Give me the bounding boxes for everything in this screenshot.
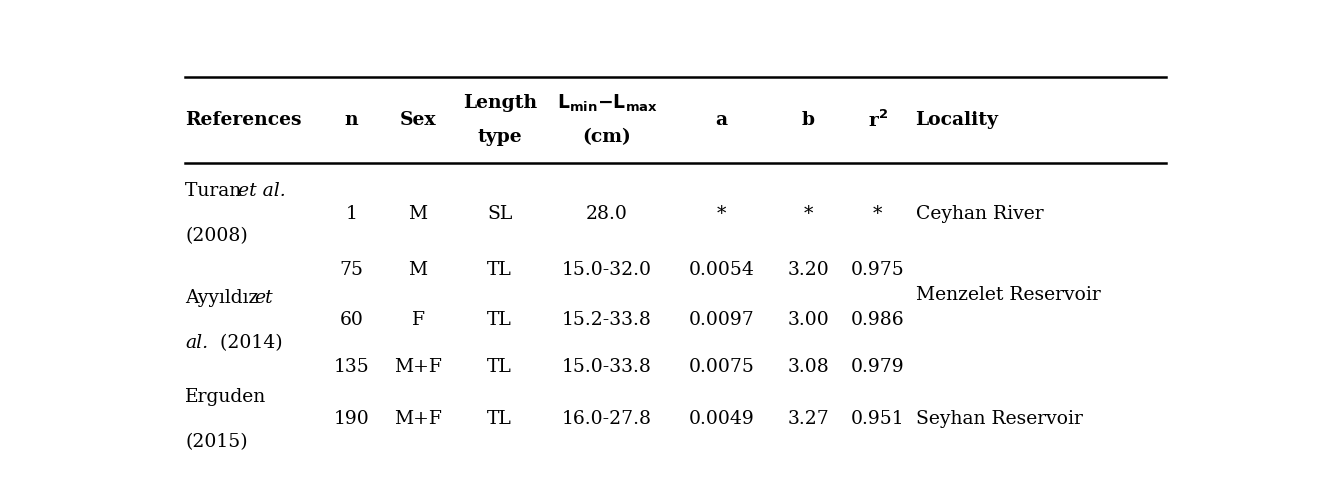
Text: *: * bbox=[717, 205, 726, 223]
Text: TL: TL bbox=[488, 358, 513, 376]
Text: 1: 1 bbox=[345, 205, 357, 223]
Text: 3.00: 3.00 bbox=[787, 311, 829, 330]
Text: Seyhan Reservoir: Seyhan Reservoir bbox=[916, 411, 1082, 429]
Text: $\mathbf{L_{min}}$$\mathbf{-L_{max}}$: $\mathbf{L_{min}}$$\mathbf{-L_{max}}$ bbox=[556, 92, 658, 114]
Text: 75: 75 bbox=[340, 261, 364, 279]
Text: r$\mathbf{^2}$: r$\mathbf{^2}$ bbox=[867, 109, 888, 131]
Text: Ayyıldız: Ayyıldız bbox=[185, 289, 265, 307]
Text: M+F: M+F bbox=[394, 411, 442, 429]
Text: Ceyhan River: Ceyhan River bbox=[916, 205, 1043, 223]
Text: 16.0-27.8: 16.0-27.8 bbox=[561, 411, 652, 429]
Text: Length: Length bbox=[463, 94, 536, 112]
Text: *: * bbox=[804, 205, 813, 223]
Text: Erguden: Erguden bbox=[185, 388, 266, 406]
Text: (2014): (2014) bbox=[214, 334, 282, 352]
Text: 28.0: 28.0 bbox=[587, 205, 627, 223]
Text: 0.975: 0.975 bbox=[851, 261, 904, 279]
Text: 15.0-33.8: 15.0-33.8 bbox=[561, 358, 652, 376]
Text: Turan: Turan bbox=[185, 182, 248, 200]
Text: 0.951: 0.951 bbox=[851, 411, 904, 429]
Text: (2008): (2008) bbox=[185, 227, 248, 245]
Text: 15.2-33.8: 15.2-33.8 bbox=[561, 311, 652, 330]
Text: Sex: Sex bbox=[399, 111, 436, 129]
Text: 0.986: 0.986 bbox=[851, 311, 904, 330]
Text: et al.: et al. bbox=[239, 182, 286, 200]
Text: 0.979: 0.979 bbox=[851, 358, 904, 376]
Text: TL: TL bbox=[488, 311, 513, 330]
Text: (cm): (cm) bbox=[583, 128, 631, 146]
Text: TL: TL bbox=[488, 411, 513, 429]
Text: (2015): (2015) bbox=[185, 433, 248, 451]
Text: Menzelet Reservoir: Menzelet Reservoir bbox=[916, 286, 1101, 304]
Text: 0.0049: 0.0049 bbox=[688, 411, 754, 429]
Text: 15.0-32.0: 15.0-32.0 bbox=[561, 261, 652, 279]
Text: F: F bbox=[411, 311, 424, 330]
Text: b: b bbox=[801, 111, 815, 129]
Text: 3.27: 3.27 bbox=[787, 411, 829, 429]
Text: SL: SL bbox=[488, 205, 513, 223]
Text: 0.0097: 0.0097 bbox=[688, 311, 754, 330]
Text: References: References bbox=[185, 111, 302, 129]
Text: al.: al. bbox=[185, 334, 208, 352]
Text: M+F: M+F bbox=[394, 358, 442, 376]
Text: M: M bbox=[409, 205, 427, 223]
Text: *: * bbox=[873, 205, 883, 223]
Text: a: a bbox=[716, 111, 728, 129]
Text: TL: TL bbox=[488, 261, 513, 279]
Text: 3.08: 3.08 bbox=[787, 358, 829, 376]
Text: n: n bbox=[345, 111, 358, 129]
Text: type: type bbox=[477, 128, 522, 146]
Text: 60: 60 bbox=[340, 311, 364, 330]
Text: Locality: Locality bbox=[916, 111, 999, 129]
Text: 0.0054: 0.0054 bbox=[688, 261, 754, 279]
Text: et: et bbox=[254, 289, 273, 307]
Text: 190: 190 bbox=[333, 411, 369, 429]
Text: M: M bbox=[409, 261, 427, 279]
Text: 0.0075: 0.0075 bbox=[688, 358, 754, 376]
Text: 3.20: 3.20 bbox=[787, 261, 829, 279]
Text: 135: 135 bbox=[333, 358, 369, 376]
